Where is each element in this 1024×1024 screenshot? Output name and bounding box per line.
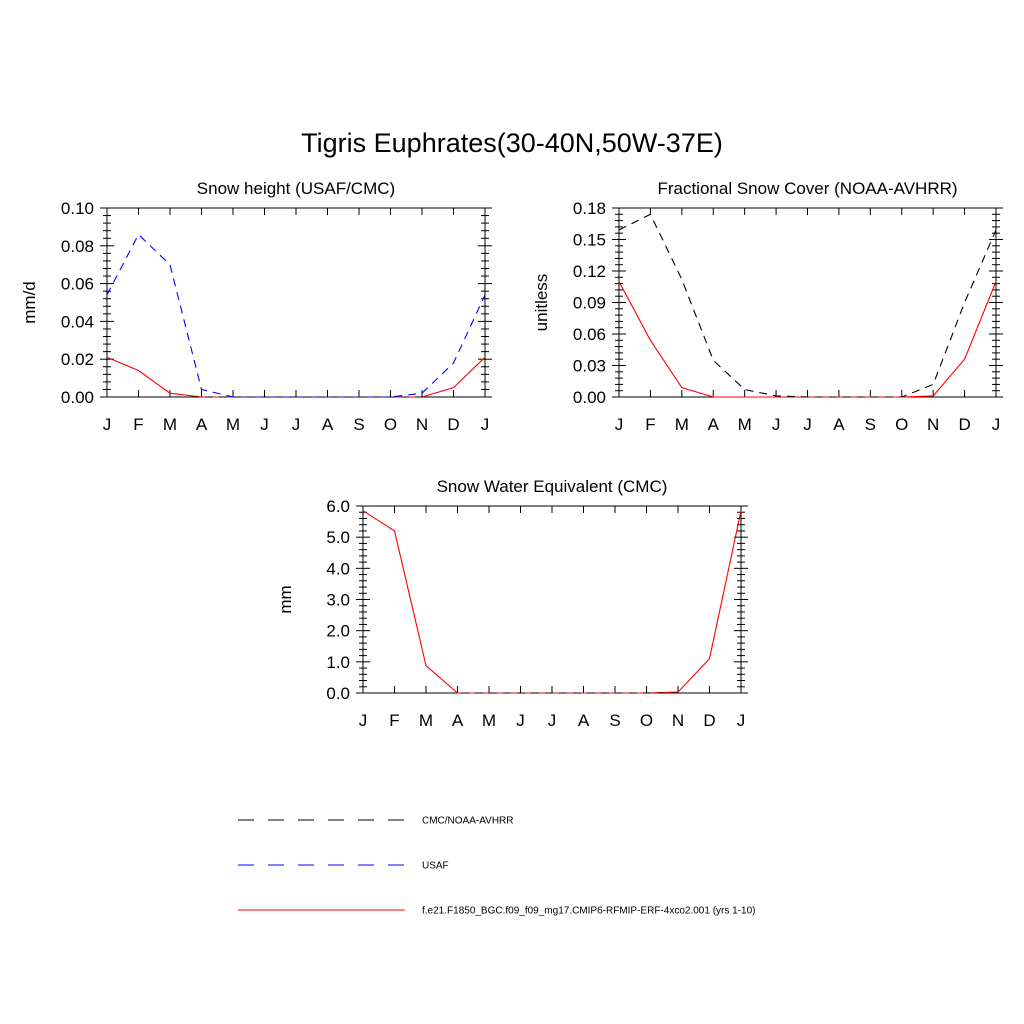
x-tick-label: A	[322, 415, 334, 434]
y-tick-label: 3.0	[326, 591, 350, 610]
x-tick-label: S	[609, 711, 620, 730]
y-tick-label: 2.0	[326, 622, 350, 641]
legend-label: f.e21.F1850_BGC.f09_f09_mg17.CMIP6-RFMIP…	[422, 906, 755, 917]
series-line-obs	[618, 213, 997, 398]
y-axis-label: mm/d	[20, 281, 39, 324]
x-tick-label: M	[738, 415, 752, 434]
x-tick-label: J	[615, 415, 624, 434]
x-tick-label: A	[833, 415, 845, 434]
y-tick-label: 0.03	[573, 357, 606, 376]
panel-title: Snow Water Equivalent (CMC)	[437, 477, 668, 496]
plot-frame	[618, 207, 997, 398]
x-tick-label: F	[645, 415, 655, 434]
x-tick-label: O	[895, 415, 908, 434]
legend: CMC/NOAA-AVHRR USAF f.e21.F1850_BGC.f09_f0…	[238, 816, 755, 917]
y-tick-label: 0.06	[573, 325, 606, 344]
x-tick-label: J	[737, 711, 746, 730]
y-tick-label: 0.12	[573, 262, 606, 281]
y-tick-label: 0.00	[573, 388, 606, 407]
x-tick-label: N	[416, 415, 428, 434]
y-tick-label: 0.00	[61, 388, 94, 407]
x-tick-label: S	[353, 415, 364, 434]
x-tick-label: J	[516, 711, 525, 730]
x-tick-label: J	[772, 415, 781, 434]
y-tick-label: 1.0	[326, 653, 350, 672]
series-line-model	[362, 510, 742, 694]
x-tick-label: S	[865, 415, 876, 434]
y-tick-label: 0.10	[61, 199, 94, 218]
x-tick-label: J	[992, 415, 1001, 434]
x-tick-label: J	[260, 415, 269, 434]
x-tick-label: J	[292, 415, 301, 434]
x-tick-label: A	[708, 415, 720, 434]
y-axis-label: unitless	[532, 274, 551, 332]
x-tick-label: F	[389, 711, 399, 730]
x-tick-label: D	[958, 415, 970, 434]
y-tick-label: 0.15	[573, 231, 606, 250]
x-tick-label: M	[675, 415, 689, 434]
x-tick-label: O	[384, 415, 397, 434]
chart-panel-2: Fractional Snow Cover (NOAA-AVHRR)J F M A M J…	[532, 179, 1003, 434]
y-tick-label: 0.18	[573, 199, 606, 218]
y-tick-label: 6.0	[326, 497, 350, 516]
x-tick-label: N	[672, 711, 684, 730]
x-tick-label: F	[133, 415, 143, 434]
plot-frame	[106, 207, 486, 398]
x-tick-label: M	[419, 711, 433, 730]
x-tick-label: D	[703, 711, 715, 730]
x-tick-label: J	[481, 415, 490, 434]
panel-title: Snow height (USAF/CMC)	[197, 179, 395, 198]
y-tick-label: 4.0	[326, 559, 350, 578]
x-tick-label: A	[196, 415, 208, 434]
chart-panel-1: Snow height (USAF/CMC)J F M A M J J A S O N D J0.000…	[20, 179, 492, 434]
y-tick-label: 0.09	[573, 294, 606, 313]
x-tick-label: M	[163, 415, 177, 434]
x-tick-label: J	[359, 711, 368, 730]
legend-label: USAF	[422, 861, 449, 872]
y-tick-label: 5.0	[326, 528, 350, 547]
x-tick-label: J	[103, 415, 112, 434]
x-tick-label: J	[803, 415, 812, 434]
panel-title: Fractional Snow Cover (NOAA-AVHRR)	[657, 179, 957, 198]
y-tick-label: 0.06	[61, 275, 94, 294]
x-tick-label: O	[640, 711, 653, 730]
page-title: Tigris Euphrates(30-40N,50W-37E)	[301, 128, 723, 158]
series-line-model	[618, 281, 997, 398]
series-line-usaf	[106, 233, 486, 398]
y-tick-label: 0.08	[61, 237, 94, 256]
y-tick-label: 0.04	[61, 312, 94, 331]
x-tick-label: A	[452, 711, 464, 730]
chart-panel-3: Snow Water Equivalent (CMC)J F M A M J J A S O N D J…	[276, 477, 748, 730]
plot-frame	[362, 505, 742, 694]
x-tick-label: M	[482, 711, 496, 730]
x-tick-label: N	[927, 415, 939, 434]
legend-label: CMC/NOAA-AVHRR	[422, 816, 513, 827]
y-axis-label: mm	[276, 585, 295, 613]
x-tick-label: D	[447, 415, 459, 434]
y-tick-label: 0.02	[61, 350, 94, 369]
x-tick-label: M	[226, 415, 240, 434]
y-tick-label: 0.0	[326, 684, 350, 703]
x-tick-label: A	[578, 711, 590, 730]
x-tick-label: J	[548, 711, 557, 730]
